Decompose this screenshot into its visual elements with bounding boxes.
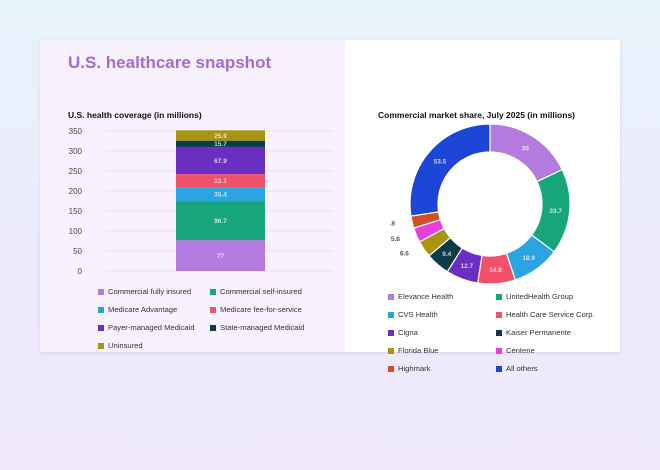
slice-data-label: 14.8 <box>489 267 502 274</box>
legend-item[interactable]: Payer-managed Medicaid <box>98 322 210 334</box>
bar-data-label: 35.4 <box>214 192 227 199</box>
legend-swatch <box>388 329 394 336</box>
donut-slice-elevance-health[interactable] <box>489 123 564 183</box>
legend-label: Medicare fee-for-service <box>220 305 302 315</box>
legend-item[interactable]: Commercial fully insured <box>98 286 210 298</box>
bar-data-label: 33.1 <box>214 178 227 185</box>
slice-data-label: 35 <box>522 145 530 152</box>
legend-swatch <box>388 311 394 318</box>
legend-item[interactable]: Cigna <box>388 327 496 339</box>
legend-label: CVS Health <box>398 310 438 320</box>
y-tick-label: 300 <box>69 147 83 156</box>
snapshot-card: U.S. healthcare snapshot U.S. health cov… <box>40 40 620 373</box>
coverage-chart-title: U.S. health coverage (in millions) <box>68 110 202 120</box>
legend-item[interactable]: State-managed Medicaid <box>210 322 322 334</box>
legend-item[interactable]: All others <box>496 363 604 375</box>
page-title: U.S. healthcare snapshot <box>68 53 272 72</box>
legend-label: Health Care Service Corp. <box>506 310 595 320</box>
bar-data-label: 77 <box>217 253 225 260</box>
legend-swatch <box>210 288 216 295</box>
legend-label: UnitedHealth Group <box>506 292 574 302</box>
legend-item[interactable]: Medicare Advantage <box>98 304 210 316</box>
y-tick-label: 150 <box>69 207 83 216</box>
legend-item[interactable]: Highmark <box>388 363 496 375</box>
bar-data-label: 15.7 <box>214 141 227 148</box>
bar-segment-medicare-fee-for-service[interactable] <box>176 174 265 188</box>
legend-swatch <box>496 329 502 336</box>
bar-data-label: 25.9 <box>214 133 227 140</box>
legend-label: Centene <box>506 346 535 356</box>
legend-swatch <box>98 342 104 349</box>
legend-item[interactable]: Medicare fee-for-service <box>210 304 322 316</box>
legend-swatch <box>98 288 104 295</box>
legend-swatch <box>496 365 502 372</box>
legend-swatch <box>210 306 216 313</box>
legend-label: Cigna <box>398 328 418 338</box>
legend-swatch <box>98 306 104 313</box>
legend-label: Florida Blue <box>398 346 439 356</box>
legend-item[interactable]: Uninsured <box>98 340 210 352</box>
slice-data-label: 12.7 <box>460 263 473 270</box>
legend-label: Payer-managed Medicaid <box>108 323 195 333</box>
slice-data-label: 5.8 <box>391 236 400 243</box>
legend-label: State-managed Medicaid <box>220 323 305 333</box>
legend-swatch <box>98 324 104 331</box>
legend-item[interactable]: CVS Health <box>388 309 496 321</box>
legend-label: Kaiser Permanente <box>506 328 572 338</box>
legend-item[interactable]: Health Care Service Corp. <box>496 309 604 321</box>
bar-segment-state-managed-medicaid[interactable] <box>176 140 265 147</box>
slice-data-label: 18.9 <box>522 255 535 262</box>
y-tick-label: 250 <box>69 167 83 176</box>
coverage-bar-chart: 0 50 100 150 200 250 300 350 77 96.7 35.4 33.1 67.9 1… <box>69 127 333 276</box>
coverage-legend: Commercial fully insured Commercial self-… <box>98 286 338 358</box>
legend-item[interactable]: Centene <box>496 345 604 357</box>
slice-data-label: 33.7 <box>549 208 562 215</box>
legend-label: Elevance Health <box>398 292 454 302</box>
legend-item[interactable]: Kaiser Permanente <box>496 327 604 339</box>
y-tick-label: 100 <box>69 227 83 236</box>
legend-swatch <box>210 324 216 331</box>
slice-data-label: 9.4 <box>442 251 451 258</box>
legend-item[interactable]: Commercial self-insured <box>210 286 322 298</box>
bar-segment-payer-managed-medicaid[interactable] <box>176 146 265 175</box>
legend-label: Highmark <box>398 364 431 374</box>
bar-data-label: 67.9 <box>214 158 227 165</box>
donut-slice-all-others[interactable] <box>409 123 491 217</box>
bar-segment-commercial-self-insured[interactable] <box>176 201 265 241</box>
legend-swatch <box>388 347 394 354</box>
y-tick-label: 350 <box>69 127 83 136</box>
legend-label: Uninsured <box>108 341 143 351</box>
legend-label: All others <box>506 364 538 374</box>
slice-data-label: 53.5 <box>434 158 447 165</box>
y-tick-label: 0 <box>78 267 83 276</box>
legend-swatch <box>388 365 394 372</box>
legend-swatch <box>496 293 502 300</box>
market-share-legend: Elevance Health UnitedHealth Group CVS Hea… <box>388 291 618 381</box>
legend-swatch <box>496 347 502 354</box>
bar-segment-commercial-fully-insured[interactable] <box>176 240 265 271</box>
y-tick-label: 200 <box>69 187 83 196</box>
market-share-chart-title: Commercial market share, July 2025 (in m… <box>378 110 575 120</box>
bar-segment-uninsured[interactable] <box>176 130 265 141</box>
legend-swatch <box>496 311 502 318</box>
slice-data-label: 6.6 <box>400 250 409 257</box>
market-share-donut-chart: 35 33.7 18.9 14.8 12.7 9.4 6.65.8 4.8 53.5 <box>390 123 571 285</box>
legend-label: Commercial self-insured <box>220 287 302 297</box>
legend-label: Commercial fully insured <box>108 287 192 297</box>
legend-label: Medicare Advantage <box>108 305 178 315</box>
legend-item[interactable]: UnitedHealth Group <box>496 291 604 303</box>
legend-item[interactable]: Elevance Health <box>388 291 496 303</box>
legend-swatch <box>388 293 394 300</box>
bar-data-label: 96.7 <box>214 218 227 225</box>
slice-data-label: 4.8 <box>390 221 395 228</box>
y-tick-label: 50 <box>73 247 82 256</box>
bar-segment-medicare-advantage[interactable] <box>176 187 265 202</box>
legend-item[interactable]: Florida Blue <box>388 345 496 357</box>
